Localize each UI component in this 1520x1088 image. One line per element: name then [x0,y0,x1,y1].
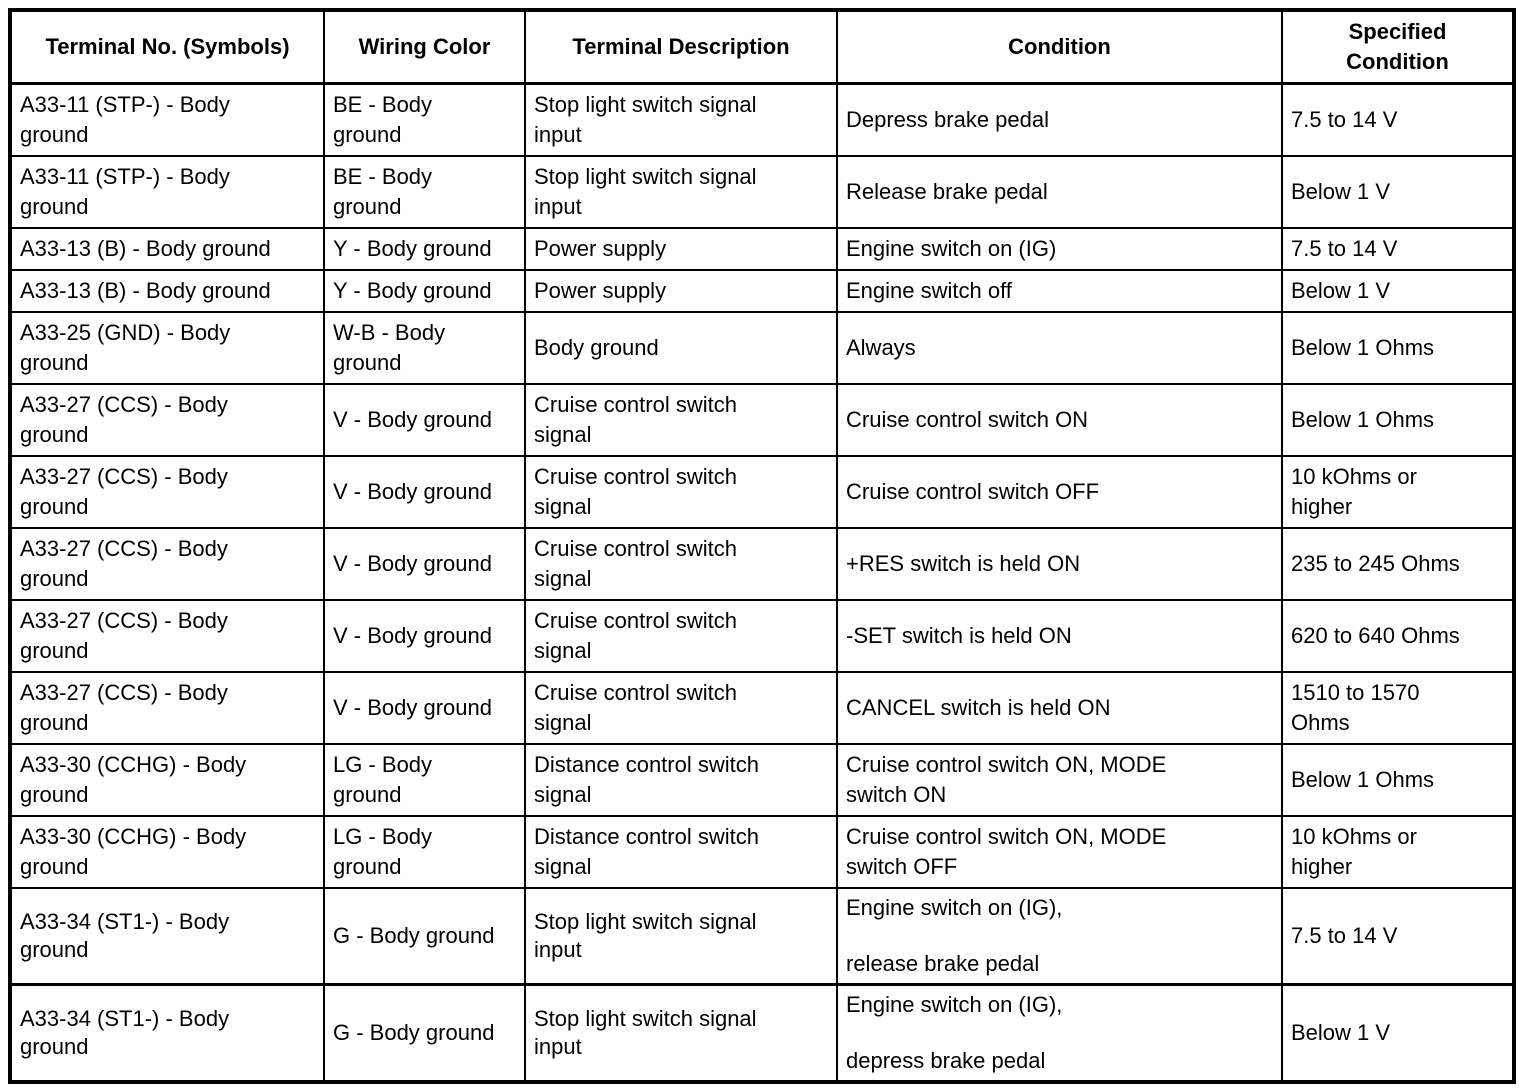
terminal-description-cell: Cruise control switch signal [524,455,838,529]
terminal-description-cell: Stop light switch signal input [524,887,838,986]
condition-cell: Cruise control switch ON, MODE switch OF… [836,815,1283,889]
terminal-description-cell: Power supply [524,227,838,271]
wiring-color-cell: V - Body ground [323,527,526,601]
wiring-color-cell: V - Body ground [323,455,526,529]
condition-cell: -SET switch is held ON [836,599,1283,673]
terminal-no-cell: A33-13 (B) - Body ground [9,227,325,271]
condition-cell: Engine switch on (IG) [836,227,1283,271]
terminal-description-cell: Cruise control switch signal [524,599,838,673]
condition-cell: +RES switch is held ON [836,527,1283,601]
table-row: A33-25 (GND) - Body ground W-B - Body gr… [9,311,1515,385]
specified-condition-cell: Below 1 V [1281,155,1515,229]
terminal-description-cell: Stop light switch signal input [524,983,838,1083]
terminal-no-cell: A33-34 (ST1-) - Body ground [9,983,325,1083]
terminal-no-cell: A33-11 (STP-) - Body ground [9,82,325,157]
terminal-no-cell: A33-27 (CCS) - Body ground [9,671,325,745]
terminal-description-cell: Cruise control switch signal [524,527,838,601]
specified-condition-cell: 1510 to 1570 Ohms [1281,671,1515,745]
condition-cell: Release brake pedal [836,155,1283,229]
condition-cell: Cruise control switch ON, MODE switch ON [836,743,1283,817]
specified-condition-cell: 10 kOhms or higher [1281,815,1515,889]
table-row: A33-27 (CCS) - Body ground V - Body grou… [9,527,1515,601]
condition-cell: Always [836,311,1283,385]
wiring-color-cell: LG - Body ground [323,743,526,817]
header-row: Terminal No. (Symbols) Wiring Color Term… [9,9,1515,85]
specified-condition-cell: Below 1 Ohms [1281,383,1515,457]
terminal-no-cell: A33-11 (STP-) - Body ground [9,155,325,229]
specified-condition-cell: 7.5 to 14 V [1281,887,1515,986]
table-row: A33-11 (STP-) - Body ground BE - Body gr… [9,155,1515,229]
table-row: A33-27 (CCS) - Body ground V - Body grou… [9,671,1515,745]
terminal-no-cell: A33-34 (ST1-) - Body ground [9,887,325,986]
terminal-no-cell: A33-13 (B) - Body ground [9,269,325,313]
wiring-color-cell: V - Body ground [323,383,526,457]
table-row: A33-30 (CCHG) - Body ground LG - Body gr… [9,815,1515,889]
terminal-no-cell: A33-30 (CCHG) - Body ground [9,815,325,889]
wiring-color-cell: Y - Body ground [323,269,526,313]
table-row: A33-27 (CCS) - Body ground V - Body grou… [9,455,1515,529]
wiring-color-cell: Y - Body ground [323,227,526,271]
table-row: A33-27 (CCS) - Body ground V - Body grou… [9,383,1515,457]
specified-condition-cell: 7.5 to 14 V [1281,82,1515,157]
specified-condition-cell: 10 kOhms or higher [1281,455,1515,529]
wiring-color-cell: BE - Body ground [323,82,526,157]
table-row: A33-13 (B) - Body ground Y - Body ground… [9,227,1515,271]
terminal-description-cell: Power supply [524,269,838,313]
terminal-description-cell: Cruise control switch signal [524,671,838,745]
table-header: Terminal No. (Symbols) Wiring Color Term… [9,9,1515,85]
terminal-description-cell: Distance control switch signal [524,743,838,817]
condition-cell: Engine switch on (IG), release brake ped… [836,887,1283,986]
terminal-description-cell: Distance control switch signal [524,815,838,889]
terminal-no-cell: A33-27 (CCS) - Body ground [9,455,325,529]
table-row: A33-30 (CCHG) - Body ground LG - Body gr… [9,743,1515,817]
terminal-description-cell: Stop light switch signal input [524,155,838,229]
table-body: A33-11 (STP-) - Body ground BE - Body gr… [9,82,1515,1083]
table-row: A33-11 (STP-) - Body ground BE - Body gr… [9,82,1515,157]
table-row: A33-13 (B) - Body ground Y - Body ground… [9,269,1515,313]
wiring-color-cell: W-B - Body ground [323,311,526,385]
terminal-description-cell: Body ground [524,311,838,385]
terminal-no-cell: A33-27 (CCS) - Body ground [9,383,325,457]
specified-condition-cell: 620 to 640 Ohms [1281,599,1515,673]
table-row: A33-34 (ST1-) - Body ground G - Body gro… [9,887,1515,986]
terminal-no-cell: A33-27 (CCS) - Body ground [9,527,325,601]
specified-condition-cell: 235 to 245 Ohms [1281,527,1515,601]
wiring-color-cell: V - Body ground [323,599,526,673]
terminal-no-cell: A33-27 (CCS) - Body ground [9,599,325,673]
terminal-spec-table: Terminal No. (Symbols) Wiring Color Term… [8,8,1516,1084]
table-row: A33-27 (CCS) - Body ground V - Body grou… [9,599,1515,673]
condition-cell: CANCEL switch is held ON [836,671,1283,745]
column-header-wiring-color: Wiring Color [323,9,526,85]
condition-cell: Depress brake pedal [836,82,1283,157]
wiring-color-cell: G - Body ground [323,887,526,986]
specified-condition-cell: Below 1 Ohms [1281,311,1515,385]
condition-cell: Cruise control switch OFF [836,455,1283,529]
specified-condition-cell: 7.5 to 14 V [1281,227,1515,271]
specified-condition-cell: Below 1 V [1281,269,1515,313]
terminal-description-cell: Cruise control switch signal [524,383,838,457]
column-header-terminal-description: Terminal Description [524,9,838,85]
specified-condition-cell: Below 1 V [1281,983,1515,1083]
column-header-specified-condition: Specified Condition [1281,9,1515,85]
column-header-condition: Condition [836,9,1283,85]
specified-condition-cell: Below 1 Ohms [1281,743,1515,817]
wiring-color-cell: BE - Body ground [323,155,526,229]
column-header-terminal-no: Terminal No. (Symbols) [9,9,325,85]
terminal-no-cell: A33-25 (GND) - Body ground [9,311,325,385]
terminal-description-cell: Stop light switch signal input [524,82,838,157]
wiring-color-cell: LG - Body ground [323,815,526,889]
condition-cell: Cruise control switch ON [836,383,1283,457]
condition-cell: Engine switch on (IG), depress brake ped… [836,983,1283,1083]
wiring-color-cell: V - Body ground [323,671,526,745]
table-row: A33-34 (ST1-) - Body ground G - Body gro… [9,983,1515,1083]
terminal-no-cell: A33-30 (CCHG) - Body ground [9,743,325,817]
condition-cell: Engine switch off [836,269,1283,313]
wiring-color-cell: G - Body ground [323,983,526,1083]
